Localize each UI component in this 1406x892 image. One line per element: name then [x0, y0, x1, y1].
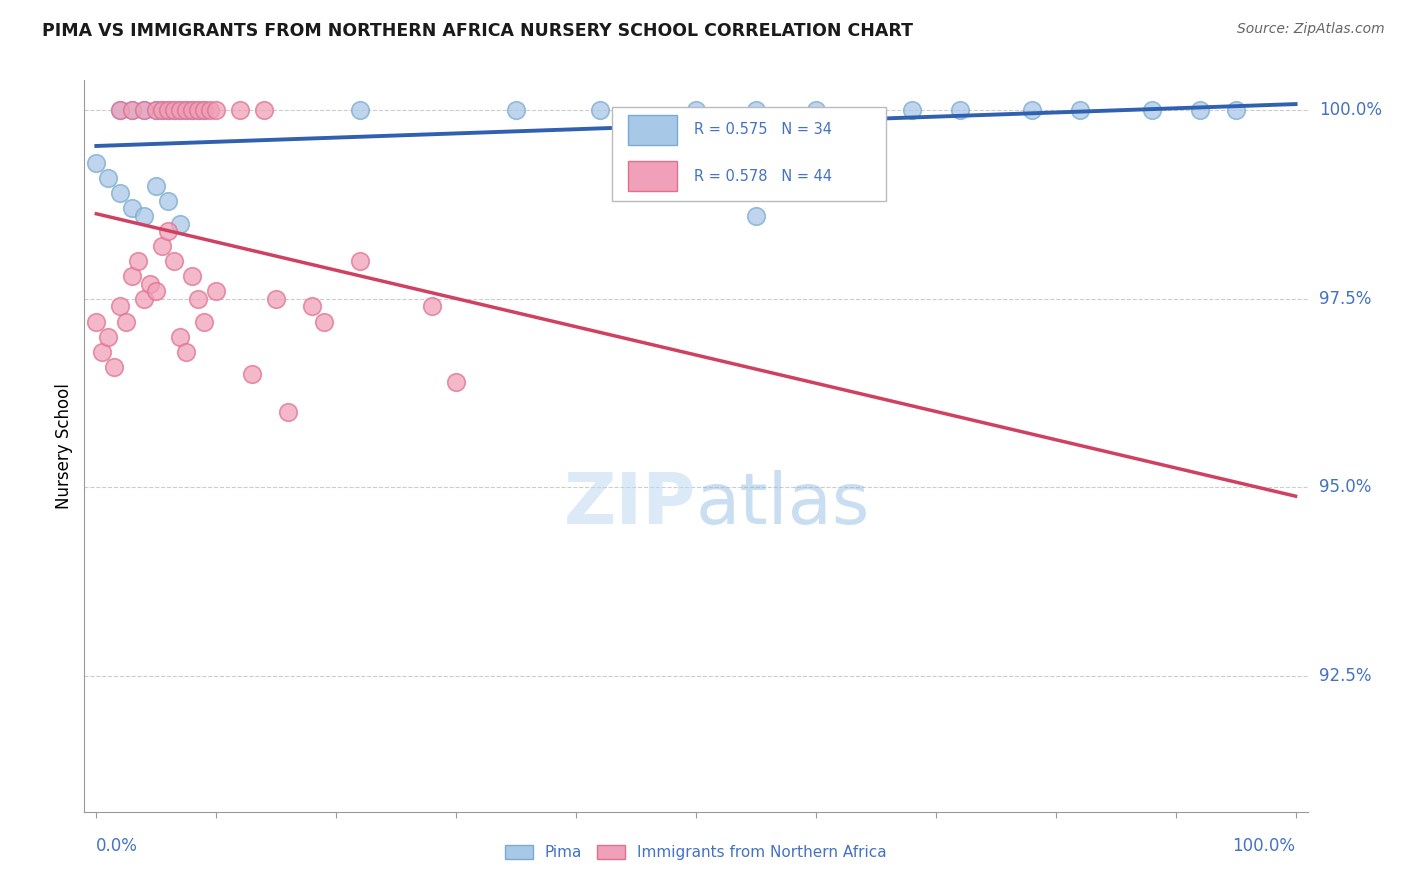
Text: Source: ZipAtlas.com: Source: ZipAtlas.com — [1237, 22, 1385, 37]
Point — [115, 315, 138, 329]
Point — [181, 103, 204, 118]
Point — [163, 103, 186, 118]
Point — [745, 103, 768, 118]
Point — [804, 103, 827, 118]
Point — [169, 103, 191, 118]
Point — [103, 359, 125, 374]
Point — [86, 156, 108, 170]
Text: 100.0%: 100.0% — [1319, 102, 1382, 120]
Point — [174, 103, 197, 118]
Text: R = 0.575   N = 34: R = 0.575 N = 34 — [695, 122, 832, 137]
Point — [134, 103, 156, 118]
Point — [163, 254, 186, 268]
Point — [110, 300, 132, 314]
Point — [420, 300, 443, 314]
Point — [901, 103, 924, 118]
Point — [181, 269, 204, 284]
Point — [187, 103, 209, 118]
Point — [134, 209, 156, 223]
Point — [150, 103, 173, 118]
Y-axis label: Nursery School: Nursery School — [55, 383, 73, 509]
Point — [86, 315, 108, 329]
Point — [193, 315, 215, 329]
Point — [264, 292, 287, 306]
Text: PIMA VS IMMIGRANTS FROM NORTHERN AFRICA NURSERY SCHOOL CORRELATION CHART: PIMA VS IMMIGRANTS FROM NORTHERN AFRICA … — [42, 22, 912, 40]
Point — [121, 202, 143, 216]
Legend: Pima, Immigrants from Northern Africa: Pima, Immigrants from Northern Africa — [499, 839, 893, 866]
Point — [187, 103, 209, 118]
Point — [205, 285, 228, 299]
Point — [949, 103, 972, 118]
Point — [174, 103, 197, 118]
Point — [1188, 103, 1211, 118]
Bar — [628, 161, 678, 191]
Point — [157, 103, 180, 118]
Point — [97, 329, 120, 343]
Point — [121, 103, 143, 118]
Point — [1069, 103, 1091, 118]
Point — [145, 103, 167, 118]
Point — [181, 103, 204, 118]
Point — [253, 103, 276, 118]
Text: 97.5%: 97.5% — [1319, 290, 1371, 308]
Point — [193, 103, 215, 118]
Point — [169, 103, 191, 118]
Point — [187, 292, 209, 306]
Point — [97, 171, 120, 186]
Point — [685, 103, 707, 118]
Point — [134, 292, 156, 306]
Text: 92.5%: 92.5% — [1319, 667, 1371, 685]
Point — [110, 186, 132, 201]
Point — [589, 103, 612, 118]
Point — [1225, 103, 1247, 118]
Point — [127, 254, 149, 268]
Point — [163, 103, 186, 118]
Point — [110, 103, 132, 118]
Point — [1021, 103, 1043, 118]
Point — [169, 217, 191, 231]
Point — [145, 285, 167, 299]
Point — [314, 315, 336, 329]
Text: ZIP: ZIP — [564, 470, 696, 539]
Point — [134, 103, 156, 118]
Point — [139, 277, 162, 291]
Point — [121, 269, 143, 284]
Point — [145, 178, 167, 193]
Point — [229, 103, 252, 118]
Point — [240, 368, 263, 382]
FancyBboxPatch shape — [612, 107, 886, 201]
Point — [200, 103, 222, 118]
Bar — [628, 114, 678, 145]
Point — [157, 224, 180, 238]
Text: 95.0%: 95.0% — [1319, 478, 1371, 497]
Point — [1140, 103, 1163, 118]
Point — [205, 103, 228, 118]
Text: 100.0%: 100.0% — [1233, 837, 1295, 855]
Point — [301, 300, 323, 314]
Point — [169, 329, 191, 343]
Point — [193, 103, 215, 118]
Point — [277, 405, 299, 419]
Point — [174, 344, 197, 359]
Point — [91, 344, 114, 359]
Point — [349, 103, 371, 118]
Point — [157, 194, 180, 208]
Point — [444, 375, 467, 389]
Text: R = 0.578   N = 44: R = 0.578 N = 44 — [695, 169, 832, 184]
Point — [150, 239, 173, 253]
Point — [150, 103, 173, 118]
Point — [349, 254, 371, 268]
Text: atlas: atlas — [696, 470, 870, 539]
Point — [505, 103, 527, 118]
Text: 0.0%: 0.0% — [97, 837, 138, 855]
Point — [110, 103, 132, 118]
Point — [157, 103, 180, 118]
Point — [745, 209, 768, 223]
Point — [121, 103, 143, 118]
Point — [145, 103, 167, 118]
